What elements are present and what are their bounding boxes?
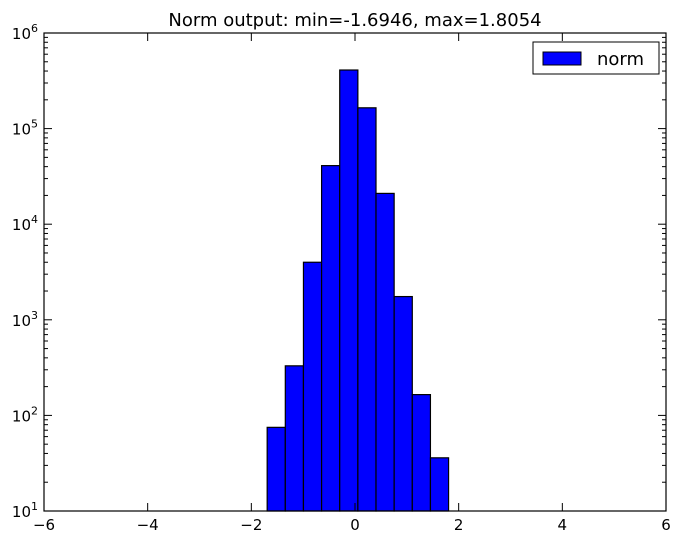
x-tick-label-5: 4	[558, 516, 568, 534]
y-tick-label-2: 103	[12, 309, 38, 330]
histogram-bar-9	[429, 457, 450, 512]
bars-group	[266, 69, 450, 512]
histogram-bar-3	[320, 165, 341, 512]
y-tick-label-0: 101	[12, 500, 38, 521]
y-tick-label-3: 104	[12, 213, 38, 234]
histogram-bar-2	[302, 261, 323, 512]
legend-swatch	[542, 51, 582, 66]
legend-box	[532, 41, 660, 75]
x-tick-label-1: −4	[137, 516, 159, 534]
histogram-bar-4	[339, 69, 359, 512]
x-tick-label-0: −6	[33, 516, 55, 534]
histogram-bar-7	[393, 295, 413, 512]
x-tick-label-2: −2	[240, 516, 262, 534]
y-tick-label-1: 102	[12, 404, 38, 425]
histogram-bar-8	[411, 394, 432, 512]
histogram-bar-1	[284, 365, 305, 512]
legend-label: norm	[597, 49, 644, 70]
chart-title: Norm output: min=-1.6946, max=1.8054	[168, 10, 541, 31]
y-tick-label-5: 106	[12, 22, 38, 43]
y-tick-label-4: 105	[12, 118, 38, 139]
legend: norm	[532, 41, 660, 75]
x-tick-label-4: 2	[454, 516, 464, 534]
plot-frame	[43, 32, 667, 512]
histogram-bar-0	[266, 426, 286, 512]
x-tick-label-6: 6	[661, 516, 671, 534]
x-tick-label-3: 0	[350, 516, 360, 534]
histogram-bar-6	[375, 192, 395, 512]
histogram-bar-5	[357, 107, 377, 512]
ticks-group: −6 −4 −2 0 2 4 6 101 102 103 104 105 106	[12, 22, 671, 534]
